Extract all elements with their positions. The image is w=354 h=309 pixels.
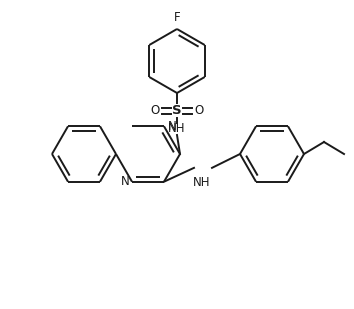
Text: S: S <box>172 104 182 117</box>
Text: N: N <box>121 175 130 188</box>
Text: N: N <box>168 120 177 133</box>
Text: O: O <box>150 104 160 117</box>
Text: O: O <box>194 104 204 117</box>
Text: F: F <box>174 11 180 24</box>
Text: NH: NH <box>193 176 211 189</box>
Text: NH: NH <box>168 122 186 136</box>
